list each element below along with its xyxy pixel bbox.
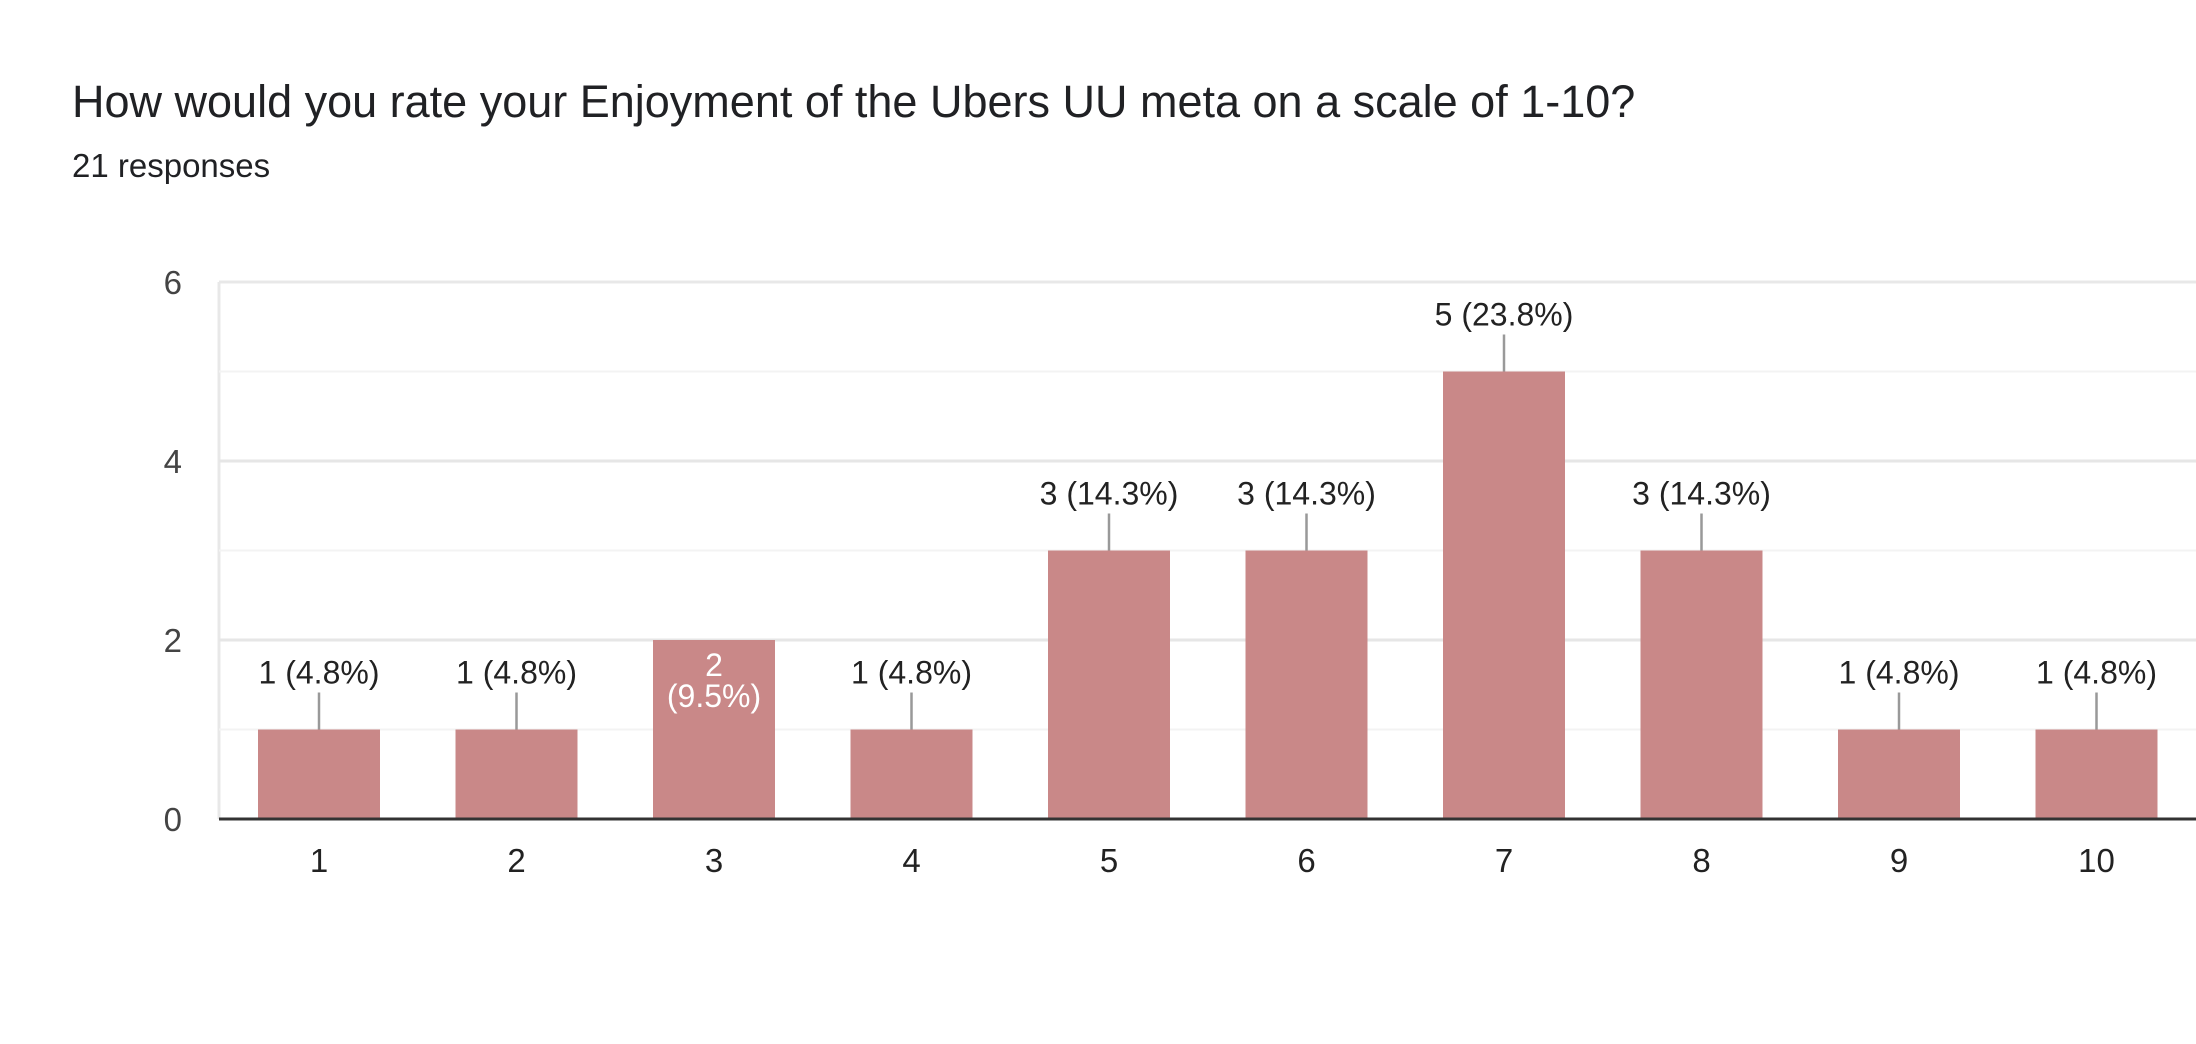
data-label: 1 (4.8%) bbox=[1839, 655, 1960, 691]
data-label: 2 bbox=[705, 647, 723, 683]
x-tick-label: 1 bbox=[310, 842, 328, 879]
data-label: 3 (14.3%) bbox=[1632, 476, 1771, 512]
bar bbox=[850, 729, 973, 819]
data-label: (9.5%) bbox=[667, 678, 761, 714]
data-label: 1 (4.8%) bbox=[851, 655, 972, 691]
data-label: 1 (4.8%) bbox=[259, 655, 380, 691]
data-label: 3 (14.3%) bbox=[1040, 476, 1179, 512]
x-tick-label: 3 bbox=[705, 842, 723, 879]
bar bbox=[1838, 729, 1960, 819]
x-tick-label: 4 bbox=[902, 842, 920, 879]
bar bbox=[258, 729, 380, 819]
data-label: 3 (14.3%) bbox=[1237, 476, 1376, 512]
bar bbox=[1245, 550, 1368, 819]
x-tick-label: 7 bbox=[1495, 842, 1513, 879]
bar bbox=[1048, 550, 1170, 819]
chart-title: How would you rate your Enjoyment of the… bbox=[72, 76, 1636, 127]
y-tick-label: 6 bbox=[164, 264, 182, 301]
bar bbox=[1443, 371, 1565, 819]
x-tick-label: 5 bbox=[1100, 842, 1118, 879]
y-tick-label: 4 bbox=[164, 443, 182, 480]
data-label: 5 (23.8%) bbox=[1435, 297, 1574, 333]
x-tick-label: 9 bbox=[1890, 842, 1908, 879]
y-tick-label: 2 bbox=[164, 622, 182, 659]
x-tick-label: 10 bbox=[2078, 842, 2115, 879]
data-label: 1 (4.8%) bbox=[456, 655, 577, 691]
bar bbox=[2035, 729, 2158, 819]
x-tick-label: 2 bbox=[507, 842, 525, 879]
data-label: 1 (4.8%) bbox=[2036, 655, 2157, 691]
x-tick-label: 8 bbox=[1692, 842, 1710, 879]
x-tick-label: 6 bbox=[1297, 842, 1315, 879]
bar bbox=[1640, 550, 1763, 819]
y-tick-label: 0 bbox=[164, 801, 182, 838]
bar bbox=[653, 640, 775, 819]
response-count: 21 responses bbox=[72, 147, 271, 184]
bar bbox=[455, 729, 578, 819]
